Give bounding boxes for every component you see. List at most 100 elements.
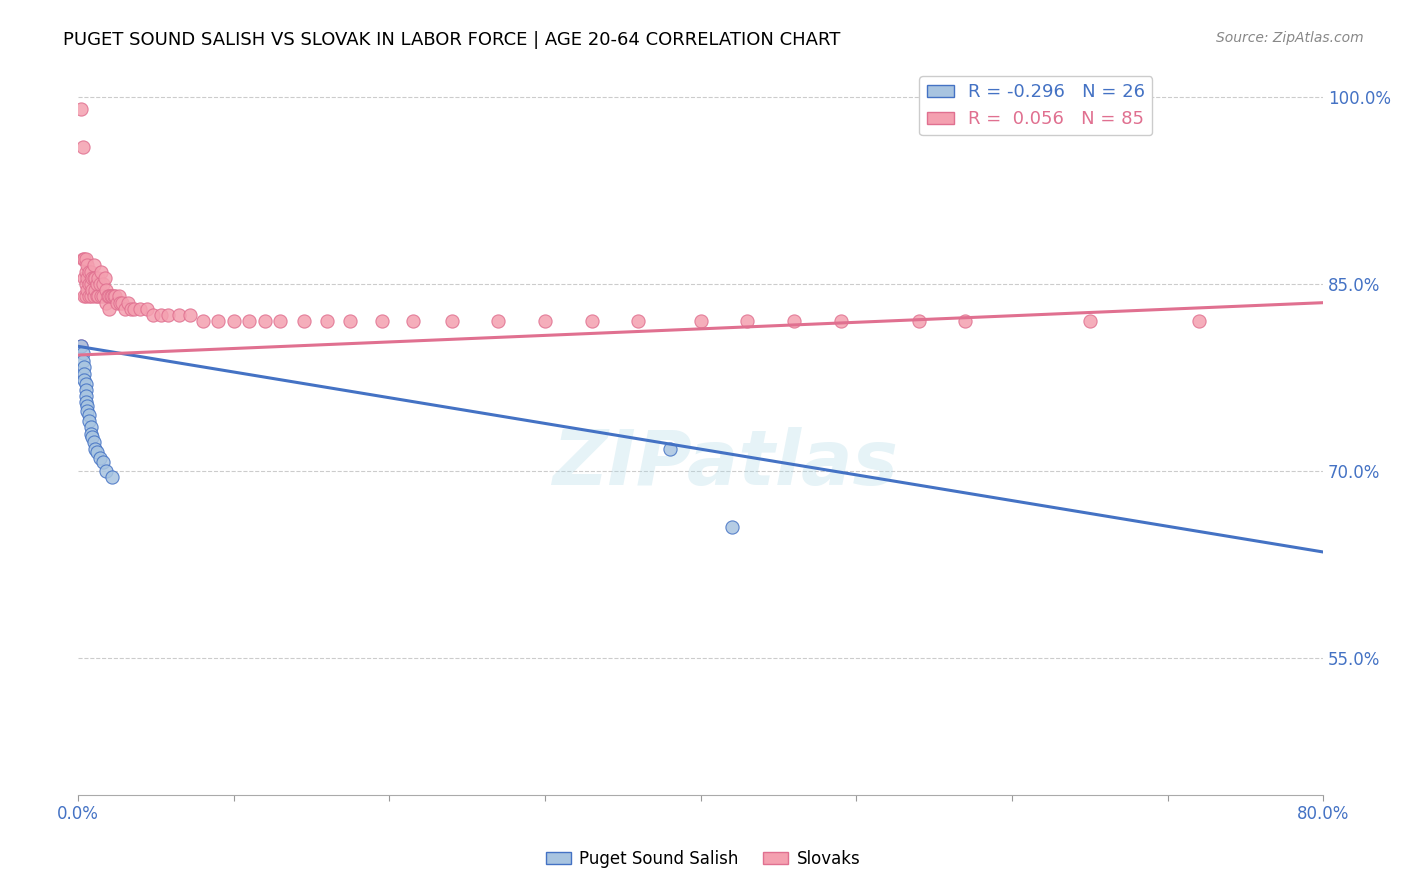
Point (149, 308, 172, 322)
Point (83, 258, 105, 272)
Point (97, 289, 120, 303)
Point (120, 301, 142, 316)
Point (105, 295, 128, 310)
Point (73, 360, 96, 375)
Legend: R = -0.296   N = 26, R =  0.056   N = 85: R = -0.296 N = 26, R = 0.056 N = 85 (920, 76, 1153, 136)
Point (114, 301, 136, 316)
Point (73, 373, 96, 387)
Point (83, 270, 105, 285)
Point (581, 314, 603, 328)
Point (83, 435, 105, 450)
Point (98, 289, 121, 303)
Point (84, 442, 107, 456)
Point (108, 295, 131, 310)
Point (75, 264, 97, 278)
Point (76, 399, 98, 413)
Point (658, 442, 681, 456)
Point (1188, 314, 1211, 328)
Point (689, 314, 711, 328)
Point (98, 301, 121, 316)
Point (82, 270, 104, 285)
Point (104, 289, 127, 303)
Point (76, 283, 98, 297)
Point (73, 252, 96, 266)
Point (77, 264, 100, 278)
Point (84, 283, 107, 297)
Point (75, 252, 97, 266)
Point (292, 314, 315, 328)
Point (238, 314, 260, 328)
Text: ZIPatlas: ZIPatlas (553, 427, 898, 501)
Point (953, 314, 976, 328)
Point (82, 430, 104, 444)
Point (73, 270, 96, 285)
Point (179, 308, 201, 322)
Point (72, 252, 94, 266)
Point (70, 339, 93, 353)
Point (75, 277, 97, 291)
Point (87, 289, 110, 303)
Point (76, 270, 98, 285)
Point (534, 314, 557, 328)
Point (627, 314, 650, 328)
Point (830, 314, 852, 328)
Point (77, 289, 100, 303)
Point (117, 295, 139, 310)
Point (73, 289, 96, 303)
Point (91, 277, 114, 291)
Text: PUGET SOUND SALISH VS SLOVAK IN LABOR FORCE | AGE 20-64 CORRELATION CHART: PUGET SOUND SALISH VS SLOVAK IN LABOR FO… (63, 31, 841, 49)
Point (94, 295, 117, 310)
Point (86, 289, 108, 303)
Point (79, 426, 101, 441)
Point (101, 470, 124, 484)
Point (89, 277, 111, 291)
Point (737, 314, 759, 328)
Point (75, 289, 97, 303)
Point (79, 264, 101, 278)
Point (207, 314, 229, 328)
Point (79, 277, 101, 291)
Point (440, 314, 463, 328)
Point (135, 301, 157, 316)
Point (90, 264, 112, 278)
Point (720, 520, 742, 534)
Point (75, 389, 97, 403)
Point (79, 420, 101, 434)
Point (75, 383, 97, 397)
Point (87, 270, 110, 285)
Point (157, 308, 180, 322)
Legend: Puget Sound Salish, Slovaks: Puget Sound Salish, Slovaks (538, 844, 868, 875)
Point (76, 258, 98, 272)
Point (339, 314, 361, 328)
Point (82, 283, 104, 297)
Point (402, 314, 425, 328)
Point (83, 289, 105, 303)
Point (101, 289, 124, 303)
Point (107, 289, 129, 303)
Point (86, 277, 108, 291)
Point (70, 339, 93, 353)
Point (90, 289, 112, 303)
Point (169, 308, 191, 322)
Point (370, 314, 392, 328)
Point (72, 354, 94, 368)
Point (91, 289, 114, 303)
Point (122, 301, 145, 316)
Point (316, 314, 339, 328)
Point (79, 289, 101, 303)
Point (253, 314, 276, 328)
Point (907, 314, 929, 328)
Point (783, 314, 806, 328)
Point (75, 376, 97, 391)
Point (269, 314, 291, 328)
Point (91, 455, 114, 469)
Point (222, 314, 245, 328)
Point (94, 464, 117, 478)
Point (72, 345, 94, 359)
Point (73, 367, 96, 381)
Point (191, 314, 214, 328)
Point (84, 270, 107, 285)
Point (70, 103, 93, 117)
Point (77, 277, 100, 291)
Point (77, 408, 100, 422)
